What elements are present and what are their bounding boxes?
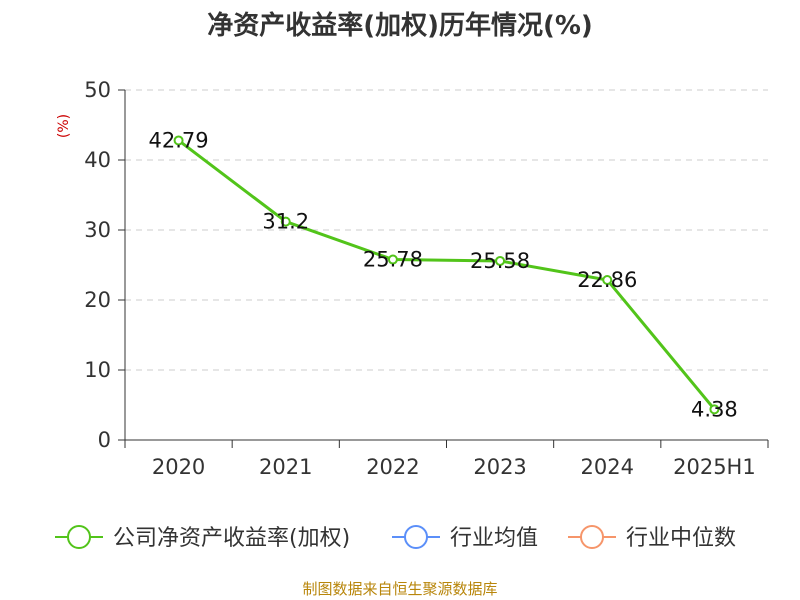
legend-swatch-marker <box>580 525 604 549</box>
data-label: 22.86 <box>577 268 637 292</box>
data-labels: 42.79 31.2 25.78 25.58 22.86 4.38 <box>149 128 738 421</box>
data-label: 31.2 <box>262 210 309 234</box>
data-point <box>495 255 506 266</box>
legend-label: 行业中位数 <box>626 526 736 551</box>
source-note: 制图数据来自恒生聚源数据库 <box>302 580 497 598</box>
legend-swatch-marker <box>404 525 428 549</box>
x-tick-label: 2021 <box>259 455 312 479</box>
chart-title: 净资产收益率(加权)历年情况(%) <box>207 10 593 41</box>
legend-item: 行业均值 <box>392 525 538 551</box>
series-line <box>177 139 716 411</box>
x-tick-label: 2025H1 <box>673 455 756 479</box>
data-label: 4.38 <box>691 397 738 421</box>
y-tick-label: 50 <box>84 78 111 102</box>
legend-swatch-marker <box>67 525 91 549</box>
legend-item: 行业中位数 <box>568 525 736 551</box>
y-tick-label: 30 <box>84 218 111 242</box>
x-tick-label: 2024 <box>581 455 634 479</box>
y-tick-label: 0 <box>98 428 111 452</box>
data-point <box>280 216 291 227</box>
data-point <box>173 135 184 146</box>
data-label: 42.79 <box>149 128 209 152</box>
legend: 公司净资产收益率(加权) 行业均值 行业中位数 <box>55 525 736 551</box>
data-label: 25.58 <box>470 249 530 273</box>
x-tick-label: 2023 <box>473 455 526 479</box>
legend-item: 公司净资产收益率(加权) <box>55 525 350 551</box>
data-point <box>602 274 613 285</box>
legend-label: 公司净资产收益率(加权) <box>113 526 350 551</box>
data-label: 25.78 <box>363 248 423 272</box>
y-axis-unit-label: (%) <box>56 114 72 138</box>
axes: 0 10 20 30 40 50 2020 2021 2022 2023 2024 2025H1 <box>84 78 769 479</box>
y-tick-label: 20 <box>84 288 111 312</box>
x-tick-label: 2022 <box>366 455 419 479</box>
data-point <box>387 254 398 265</box>
y-tick-label: 10 <box>84 358 111 382</box>
gridlines <box>125 89 768 371</box>
data-point <box>709 404 720 415</box>
x-tick-label: 2020 <box>152 455 205 479</box>
legend-label: 行业均值 <box>450 526 538 551</box>
y-tick-label: 40 <box>84 148 111 172</box>
series-layer <box>173 135 720 415</box>
